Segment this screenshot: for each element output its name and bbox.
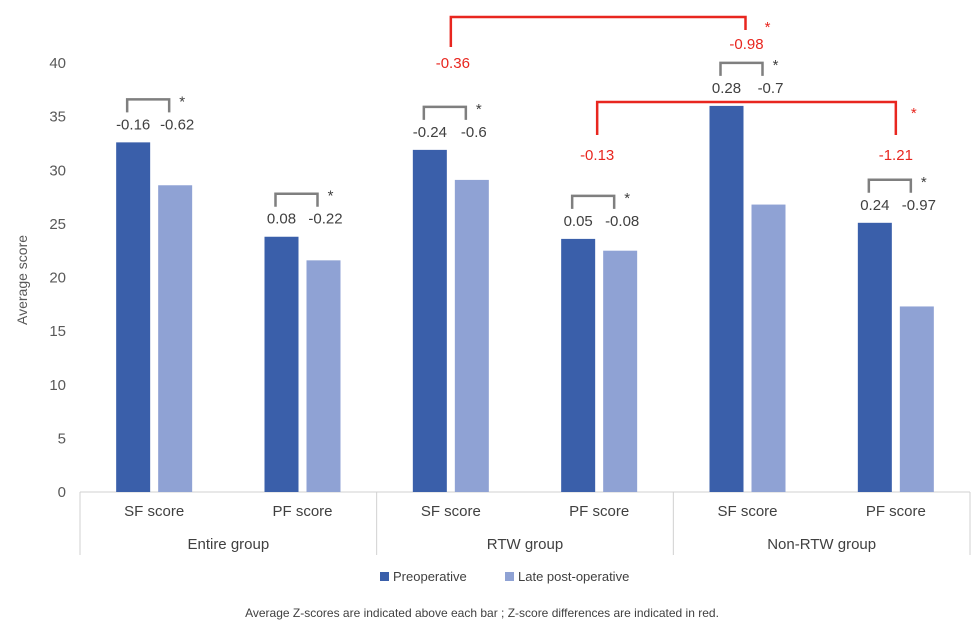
x-category-label: PF score <box>866 503 926 520</box>
significance-star: * <box>773 57 779 74</box>
z-score-label: -0.08 <box>605 213 639 230</box>
significance-bracket <box>570 194 616 209</box>
x-category-labels: SF score PF score SF score PF score SF score… <box>124 503 926 520</box>
significance-star: * <box>765 19 771 36</box>
bar-late-post-operative <box>899 306 934 492</box>
y-tick-label: 35 <box>49 109 66 126</box>
z-difference-label: -0.98 <box>729 36 763 53</box>
z-score-label: 0.24 <box>860 197 889 214</box>
bars <box>116 105 934 493</box>
significance-star: * <box>921 174 927 191</box>
legend-label: Late post-operative <box>518 569 629 584</box>
significance-bracket <box>422 105 468 120</box>
y-axis-label: Average score <box>14 235 30 325</box>
chart-note: Average Z-scores are indicated above eac… <box>245 606 719 620</box>
z-score-label: -0.16 <box>116 116 150 133</box>
bar-preoperative <box>857 222 892 493</box>
z-score-label: -0.6 <box>461 124 487 141</box>
bar-late-post-operative <box>751 204 786 492</box>
bar-preoperative <box>116 142 151 493</box>
bar-late-post-operative <box>454 179 489 492</box>
x-category-label: SF score <box>124 503 184 520</box>
x-group-labels: Entire group RTW group Non-RTW group <box>187 536 876 553</box>
y-tick-label: 40 <box>49 55 66 72</box>
significance-star: * <box>179 93 185 110</box>
x-category-label: SF score <box>717 503 777 520</box>
significance-star: * <box>911 105 917 122</box>
significance-bracket <box>719 61 764 76</box>
significance-bracket <box>125 98 171 113</box>
significance-star: * <box>328 188 334 205</box>
z-difference-label: -0.13 <box>580 147 614 164</box>
x-category-label: PF score <box>272 503 332 520</box>
z-score-label: -0.97 <box>902 197 936 214</box>
significance-bracket <box>274 192 319 207</box>
z-score-label: -0.62 <box>160 116 194 133</box>
y-tick-label: 20 <box>49 270 66 287</box>
legend-swatch <box>505 572 514 581</box>
legend-label: Preoperative <box>393 569 467 584</box>
z-score-label: 0.08 <box>267 211 296 228</box>
x-group-label: Non-RTW group <box>767 536 876 553</box>
x-group-label: Entire group <box>187 536 269 553</box>
z-score-label: -0.24 <box>413 124 447 141</box>
x-category-label: SF score <box>421 503 481 520</box>
bar-late-post-operative <box>306 260 341 492</box>
bar-late-post-operative <box>603 250 638 492</box>
bar-preoperative <box>561 238 596 492</box>
significance-bracket <box>867 178 913 193</box>
red-bracket <box>595 100 898 135</box>
legend: Preoperative Late post-operative <box>380 569 629 584</box>
y-tick-label: 5 <box>58 430 66 447</box>
z-score-label: 0.28 <box>712 80 741 97</box>
significance-brackets: * * * * * * * * <box>125 15 927 209</box>
legend-swatch <box>380 572 389 581</box>
z-difference-label: -1.21 <box>879 147 913 164</box>
z-score-label: -0.22 <box>308 211 342 228</box>
y-tick-label: 30 <box>49 162 66 179</box>
bar-late-post-operative <box>158 185 193 492</box>
z-difference-label: -0.36 <box>436 55 470 72</box>
significance-star: * <box>624 190 630 207</box>
x-axis-frame <box>79 491 971 555</box>
significance-star: * <box>476 101 482 118</box>
y-tick-label: 0 <box>58 484 66 501</box>
bar-preoperative <box>412 149 447 492</box>
z-score-labels: -0.16 -0.62 0.08 -0.22 -0.24 -0.6 0.05 -0.08 0.2… <box>116 36 936 230</box>
y-tick-label: 25 <box>49 216 66 233</box>
y-axis: 0 5 10 15 20 25 30 35 40 <box>49 55 66 501</box>
x-group-label: RTW group <box>487 536 563 553</box>
y-tick-label: 10 <box>49 377 66 394</box>
x-category-label: PF score <box>569 503 629 520</box>
bar-preoperative <box>264 236 299 492</box>
z-score-label: -0.7 <box>758 80 784 97</box>
y-tick-label: 15 <box>49 323 66 340</box>
red-bracket <box>449 15 747 47</box>
z-score-label: 0.05 <box>564 213 593 230</box>
bar-preoperative <box>709 105 744 493</box>
